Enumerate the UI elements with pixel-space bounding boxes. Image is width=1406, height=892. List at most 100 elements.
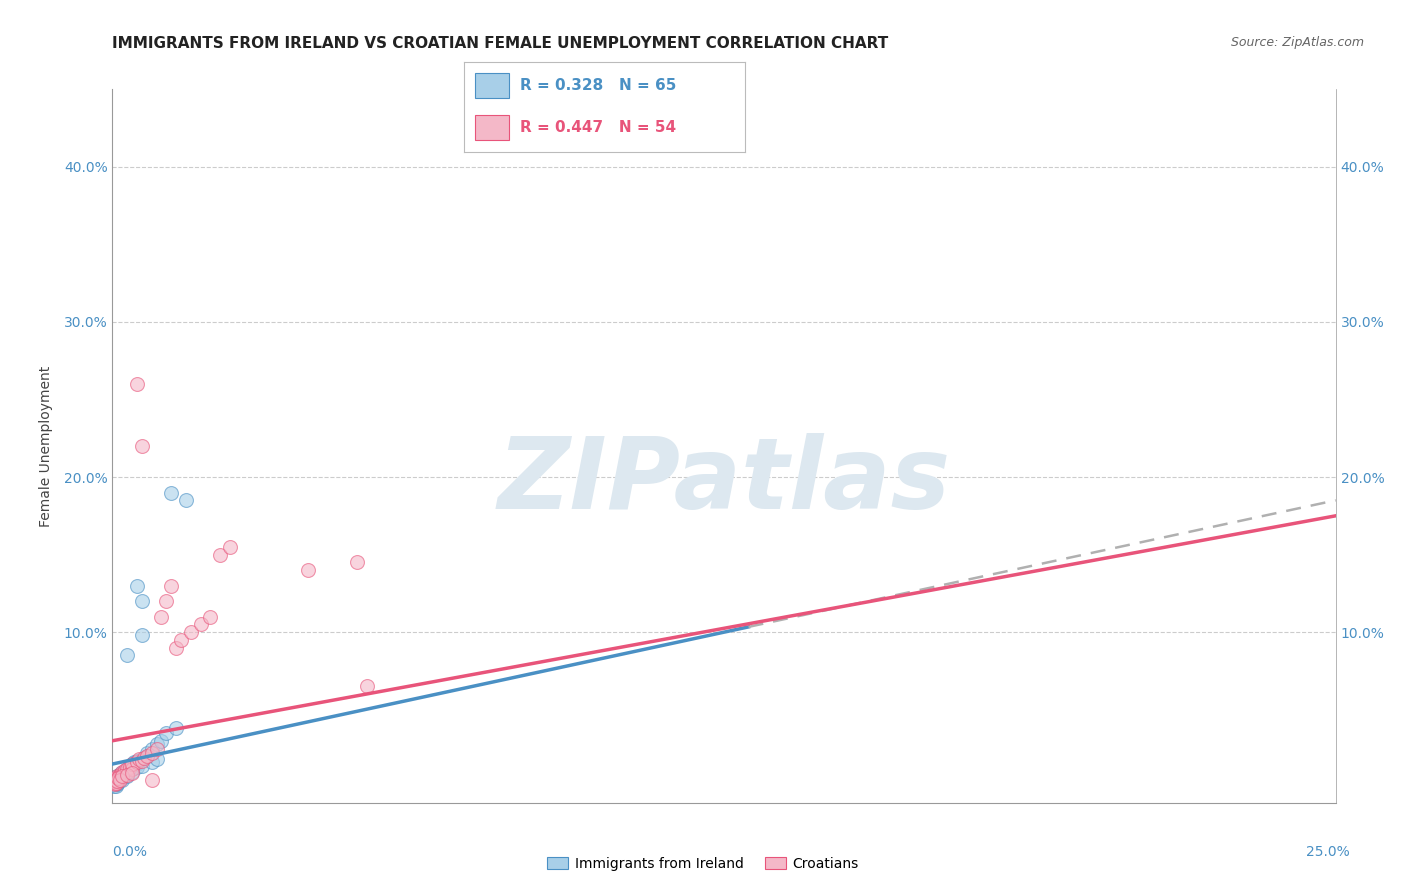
Bar xyxy=(475,115,509,140)
Point xyxy=(131,628,153,642)
Point xyxy=(103,774,125,789)
Point xyxy=(110,768,132,782)
Text: R = 0.447   N = 54: R = 0.447 N = 54 xyxy=(520,120,676,135)
Point xyxy=(114,763,136,777)
Point xyxy=(150,733,173,747)
Point xyxy=(103,772,125,787)
Point xyxy=(141,756,163,770)
Point xyxy=(117,763,139,777)
Point xyxy=(103,777,125,791)
Point xyxy=(105,769,128,783)
Point xyxy=(150,609,173,624)
Point xyxy=(145,741,167,756)
Point xyxy=(107,772,129,787)
Point xyxy=(105,774,128,789)
Point xyxy=(110,769,132,783)
Point xyxy=(104,771,127,785)
Point xyxy=(125,376,148,391)
Point xyxy=(121,762,143,776)
Point xyxy=(125,760,148,774)
Point xyxy=(105,772,128,787)
Point xyxy=(111,766,134,780)
Point xyxy=(110,766,132,780)
Point xyxy=(104,772,127,787)
Point xyxy=(108,772,131,787)
Point xyxy=(160,579,183,593)
Point xyxy=(118,760,141,774)
Point xyxy=(104,771,127,785)
Point xyxy=(114,766,136,780)
Point xyxy=(110,768,132,782)
Bar xyxy=(475,73,509,98)
Point xyxy=(200,609,222,624)
Point xyxy=(122,758,145,772)
Point xyxy=(112,766,135,780)
Point xyxy=(155,594,177,608)
Point xyxy=(108,769,131,783)
Text: 25.0%: 25.0% xyxy=(1306,845,1350,859)
Point xyxy=(141,741,163,756)
Point xyxy=(346,555,368,569)
Point xyxy=(108,771,131,785)
Point xyxy=(115,764,138,779)
Point xyxy=(110,771,132,785)
Point xyxy=(141,772,163,787)
Point xyxy=(141,746,163,760)
Point xyxy=(165,722,187,736)
Point xyxy=(108,771,131,785)
Point xyxy=(121,764,143,779)
Point xyxy=(190,617,212,632)
Text: Source: ZipAtlas.com: Source: ZipAtlas.com xyxy=(1230,36,1364,49)
Point xyxy=(104,779,127,793)
Point xyxy=(111,769,134,783)
Point xyxy=(118,760,141,774)
Point xyxy=(111,764,134,779)
Point xyxy=(107,772,129,787)
Point xyxy=(105,775,128,789)
Point xyxy=(125,579,148,593)
Point xyxy=(121,757,143,772)
Point xyxy=(104,772,127,787)
Point xyxy=(135,749,157,764)
Point xyxy=(112,764,135,779)
Point xyxy=(125,756,148,770)
Point xyxy=(108,768,131,782)
Point xyxy=(115,768,138,782)
Point xyxy=(115,762,138,776)
Point xyxy=(115,764,138,779)
Point xyxy=(103,772,125,787)
Point xyxy=(104,777,127,791)
Point xyxy=(104,775,127,789)
Point xyxy=(104,775,127,789)
Point xyxy=(131,594,153,608)
Point xyxy=(209,548,232,562)
Point xyxy=(108,769,131,783)
Point xyxy=(103,775,125,789)
Point xyxy=(104,777,127,791)
Point xyxy=(131,439,153,453)
Point xyxy=(174,493,197,508)
Text: IMMIGRANTS FROM IRELAND VS CROATIAN FEMALE UNEMPLOYMENT CORRELATION CHART: IMMIGRANTS FROM IRELAND VS CROATIAN FEMA… xyxy=(112,36,889,51)
Point xyxy=(111,772,134,787)
Point xyxy=(125,754,148,768)
Point xyxy=(135,746,157,760)
Point xyxy=(105,769,128,783)
Point xyxy=(135,749,157,764)
Point xyxy=(115,766,138,780)
Point xyxy=(131,758,153,772)
Point xyxy=(160,485,183,500)
Text: ZIPatlas: ZIPatlas xyxy=(498,434,950,530)
Point xyxy=(112,768,135,782)
Point xyxy=(219,540,242,554)
Point xyxy=(297,563,319,577)
Y-axis label: Female Unemployment: Female Unemployment xyxy=(38,366,52,526)
Point xyxy=(103,774,125,789)
Text: R = 0.328   N = 65: R = 0.328 N = 65 xyxy=(520,78,676,93)
Point xyxy=(107,771,129,785)
Point xyxy=(121,757,143,772)
Point xyxy=(121,766,143,780)
Text: 0.0%: 0.0% xyxy=(112,845,148,859)
Point xyxy=(115,769,138,783)
Point xyxy=(105,774,128,789)
Point xyxy=(107,774,129,789)
